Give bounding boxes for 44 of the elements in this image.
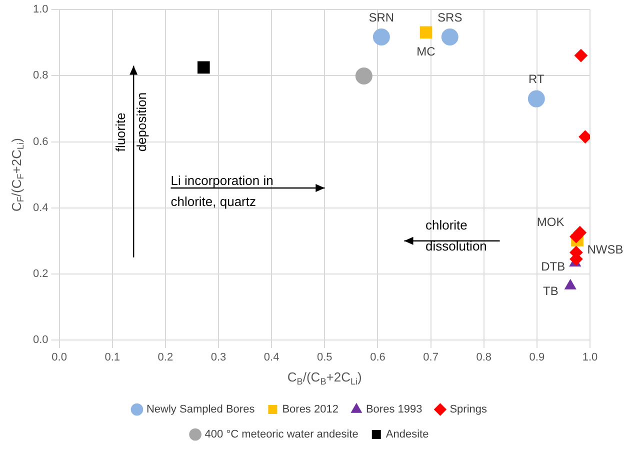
annotation: TB xyxy=(543,284,558,298)
annotation: DTB xyxy=(541,259,566,274)
annotation: RT xyxy=(528,72,545,86)
y-tick-label: 0.0 xyxy=(32,334,48,346)
point xyxy=(564,279,576,290)
annotation: NWSB xyxy=(587,242,624,257)
legend-label: 400 °C meteoric water andesite xyxy=(204,428,358,441)
point xyxy=(420,26,432,39)
point xyxy=(441,28,458,46)
point xyxy=(570,230,583,244)
annotation: Li incorporation in chlorite, quartz xyxy=(170,172,274,209)
legend-label: Bores 1993 xyxy=(366,404,422,416)
legend-label: Bores 2012 xyxy=(282,404,338,416)
x-tick-label: 1.0 xyxy=(582,352,598,364)
y-tick-label: 0.8 xyxy=(32,70,48,82)
x-tick-label: 0.1 xyxy=(104,352,120,364)
x-tick-label: 0.7 xyxy=(423,352,438,364)
point xyxy=(574,49,588,62)
point xyxy=(197,61,210,74)
y-tick-label: 0.4 xyxy=(32,202,48,214)
annotation: MC xyxy=(416,44,436,59)
x-tick-label: 0.3 xyxy=(210,352,226,364)
legend-label: Andesite xyxy=(386,428,429,441)
legend-label: Springs xyxy=(450,404,488,416)
x-tick-label: 0.6 xyxy=(370,352,386,364)
annotation: fluorite deposition xyxy=(113,92,150,152)
annotation: SRS xyxy=(438,10,462,24)
point xyxy=(372,28,390,46)
y-tick-label: 0.6 xyxy=(32,136,48,148)
annotation: MOK xyxy=(536,214,564,229)
x-tick-label: 0.9 xyxy=(529,352,545,364)
x-tick-label: 0.2 xyxy=(158,352,174,364)
x-tick-label: 0.8 xyxy=(476,352,492,364)
x-tick-label: 0.5 xyxy=(316,352,332,364)
legend-label: Newly Sampled Bores xyxy=(146,404,256,416)
y-tick-label: 0.2 xyxy=(32,268,48,280)
annotation: chlorite dissolution xyxy=(425,217,487,254)
y-axis-title: CF/(CF+2CLi) xyxy=(8,138,26,212)
point xyxy=(355,68,372,85)
x-tick-label: 0.0 xyxy=(52,352,67,364)
x-tick-label: 0.4 xyxy=(264,352,280,364)
y-tick-label: 1.0 xyxy=(32,4,48,16)
annotation: SRN xyxy=(368,10,394,24)
point xyxy=(528,90,545,108)
